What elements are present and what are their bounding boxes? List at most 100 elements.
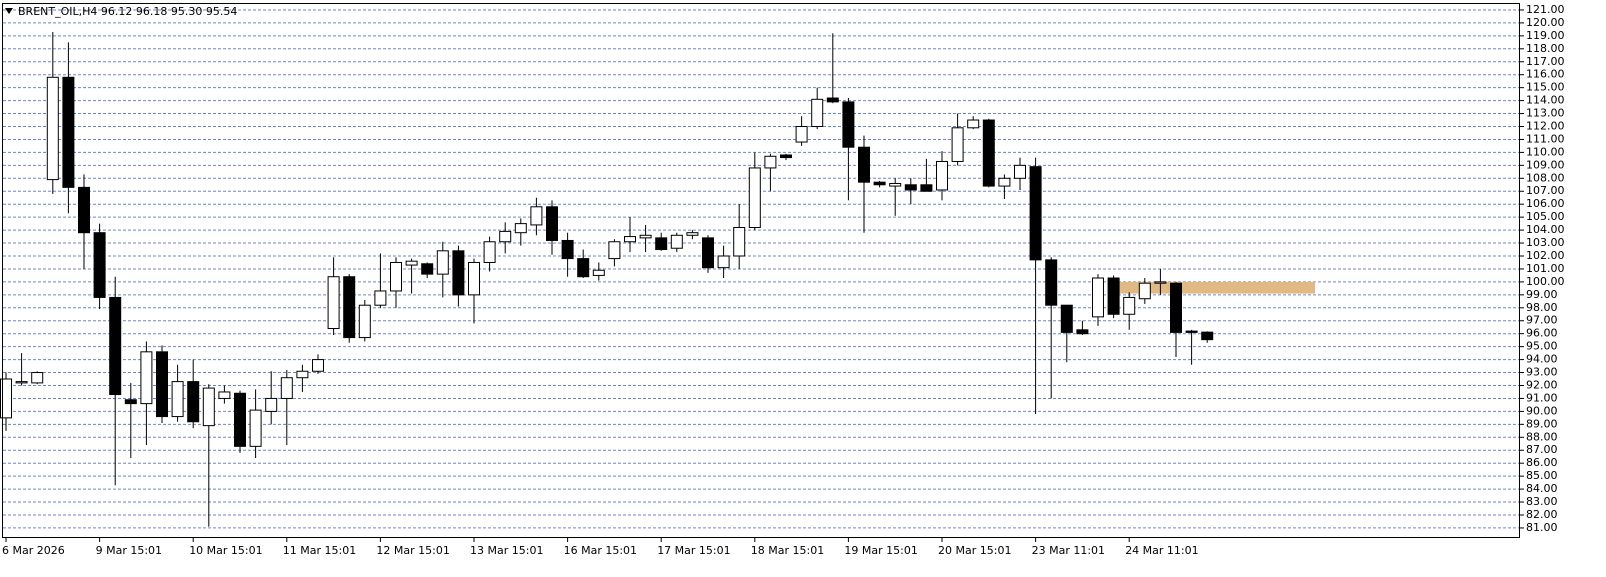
candle-body <box>1185 330 1198 333</box>
candle-body <box>764 155 777 169</box>
candle-body <box>1107 277 1120 315</box>
y-tick-label: 109.00 <box>1526 158 1565 171</box>
plot-frame <box>2 3 1520 538</box>
candle-body <box>748 167 761 229</box>
y-tick-label: 86.00 <box>1526 456 1558 469</box>
candle-body <box>234 392 246 447</box>
candle-body <box>670 234 683 249</box>
y-tick-label: 96.00 <box>1526 327 1558 340</box>
candle-body <box>1060 304 1073 333</box>
y-tick-label: 107.00 <box>1526 184 1565 197</box>
candle-body <box>514 223 527 234</box>
candle-body <box>686 232 699 236</box>
candle-body <box>592 269 605 276</box>
candle-body <box>1201 331 1214 341</box>
candle-body <box>1045 259 1058 306</box>
x-tick-label: 6 Mar 2026 <box>2 544 65 557</box>
y-tick-label: 82.00 <box>1526 508 1558 521</box>
candle-body <box>842 101 855 148</box>
y-tick-label: 95.00 <box>1526 340 1558 353</box>
y-tick-label: 117.00 <box>1526 55 1565 68</box>
x-tick-label: 11 Mar 15:01 <box>283 544 356 557</box>
y-tick-label: 91.00 <box>1526 391 1558 404</box>
y-tick-label: 103.00 <box>1526 236 1565 249</box>
x-tick-label: 24 Mar 11:01 <box>1125 544 1198 557</box>
candle-body <box>1029 166 1042 261</box>
candle-body <box>826 97 839 103</box>
y-tick-label: 87.00 <box>1526 443 1558 456</box>
candle-body <box>296 370 309 379</box>
candle-body <box>265 397 278 412</box>
candle-body <box>15 381 28 384</box>
y-tick-label: 93.00 <box>1526 366 1558 379</box>
x-tick-label: 18 Mar 15:01 <box>751 544 824 557</box>
candle-body <box>546 206 558 241</box>
candle-body <box>561 239 574 260</box>
candle-body <box>499 230 512 243</box>
candle-body <box>280 377 293 399</box>
candle-body <box>405 260 418 266</box>
candle-body <box>982 119 995 187</box>
candle-body <box>62 76 75 188</box>
x-tick-label: 12 Mar 15:01 <box>376 544 449 557</box>
x-tick-label: 13 Mar 15:01 <box>470 544 543 557</box>
y-tick-label: 105.00 <box>1526 210 1565 223</box>
candle-body <box>1014 164 1026 179</box>
candle-body <box>717 255 730 269</box>
candle-body <box>936 160 948 191</box>
y-tick-label: 113.00 <box>1526 107 1565 120</box>
candle-body <box>358 304 371 339</box>
candle-body <box>967 119 980 129</box>
y-tick-label: 121.00 <box>1526 3 1565 16</box>
y-tick-label: 110.00 <box>1526 145 1565 158</box>
x-tick-label: 19 Mar 15:01 <box>844 544 917 557</box>
y-tick-label: 119.00 <box>1526 29 1565 42</box>
candle-body <box>187 381 200 423</box>
candle-body <box>998 177 1011 187</box>
y-tick-label: 97.00 <box>1526 314 1558 327</box>
candle-body <box>327 276 340 330</box>
y-tick-label: 112.00 <box>1526 120 1565 133</box>
menu-triangle <box>5 8 13 14</box>
x-tick-label: 20 Mar 15:01 <box>938 544 1011 557</box>
candle-body <box>0 378 12 419</box>
zone-layer <box>1113 281 1315 294</box>
y-tick-label: 98.00 <box>1526 301 1558 314</box>
candle-body <box>124 399 137 405</box>
candle-body <box>608 241 621 260</box>
y-tick-label: 94.00 <box>1526 353 1558 366</box>
candle-body <box>390 261 402 292</box>
y-tick-label: 108.00 <box>1526 171 1565 184</box>
y-tick-label: 84.00 <box>1526 482 1558 495</box>
candle-body <box>1092 277 1104 318</box>
candle-body <box>156 351 168 418</box>
candle-body <box>374 290 387 306</box>
x-tick-label: 23 Mar 11:01 <box>1032 544 1105 557</box>
candle-body <box>904 184 917 191</box>
y-tick-label: 83.00 <box>1526 495 1558 508</box>
y-tick-label: 81.00 <box>1526 521 1558 534</box>
y-tick-label: 118.00 <box>1526 42 1565 55</box>
candle-body <box>421 263 434 275</box>
candle-body <box>171 381 184 418</box>
chart-title: BRENT_OIL,H4 96.12 96.18 95.30 95.54 <box>18 5 237 18</box>
x-tick-label: 16 Mar 15:01 <box>564 544 637 557</box>
candle-body <box>93 232 106 298</box>
candle-body <box>858 146 870 183</box>
y-tick-label: 101.00 <box>1526 262 1565 275</box>
candle-body <box>873 181 886 186</box>
candle-body <box>109 296 122 396</box>
candle-body <box>780 154 792 159</box>
x-tick-label: 17 Mar 15:01 <box>657 544 730 557</box>
y-tick-label: 100.00 <box>1526 275 1565 288</box>
candle-body <box>889 182 902 187</box>
candle-body <box>46 76 59 181</box>
candle-body <box>249 409 262 447</box>
y-tick-label: 88.00 <box>1526 430 1558 443</box>
candle-body <box>452 250 465 296</box>
candle-body <box>483 241 496 263</box>
y-tick-label: 102.00 <box>1526 249 1565 262</box>
y-tick-label: 90.00 <box>1526 404 1558 417</box>
